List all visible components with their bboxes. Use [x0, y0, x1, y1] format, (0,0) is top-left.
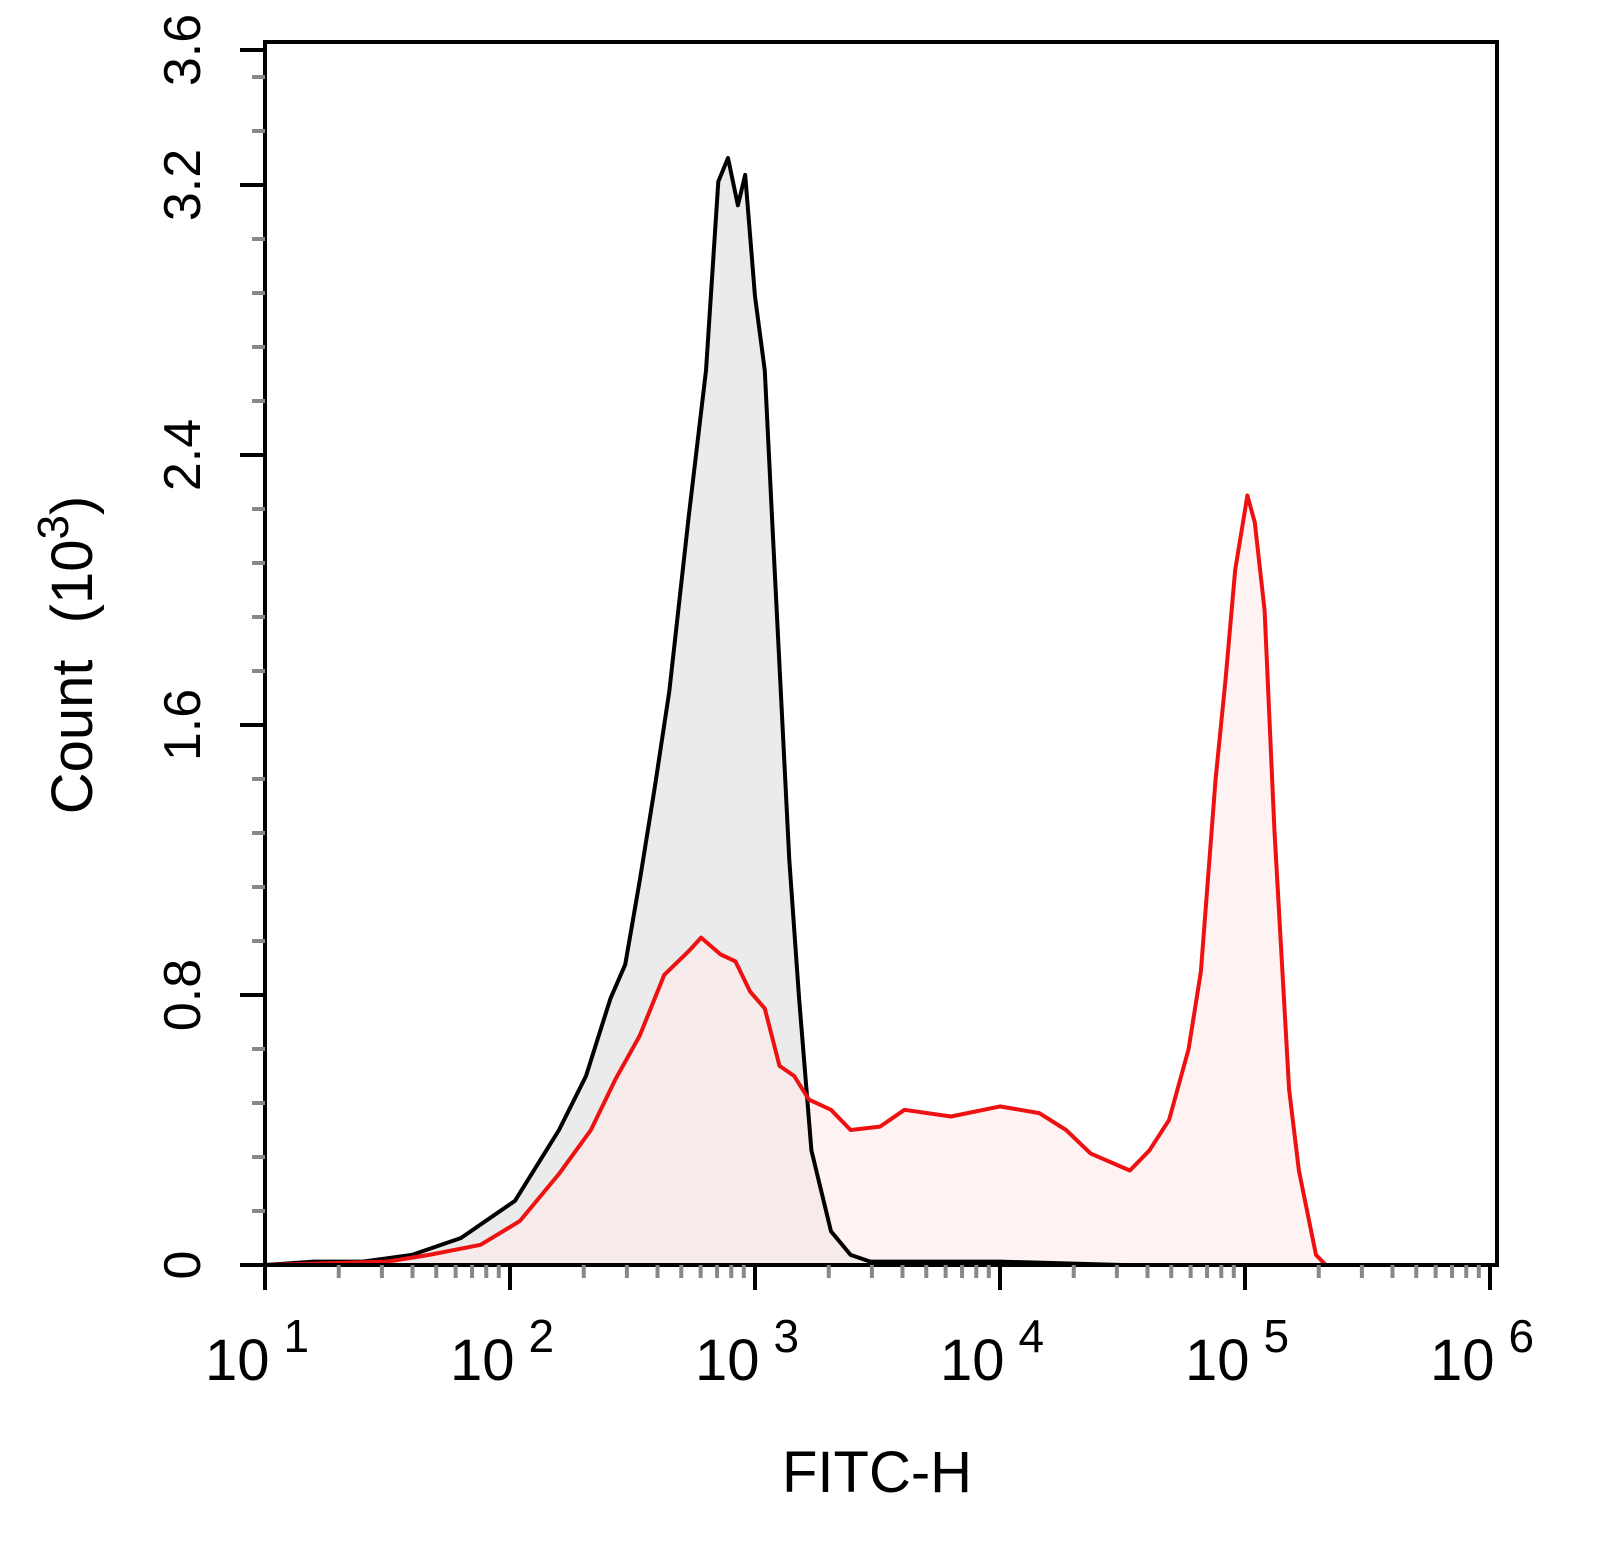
- x-tick-label: 10 1: [205, 1310, 309, 1393]
- y-axis-label: Count (103): [29, 496, 105, 815]
- x-tick-label: 10 4: [940, 1310, 1044, 1393]
- y-axis-label-group: Count (103): [29, 496, 105, 815]
- x-tick-label: 10 2: [450, 1310, 554, 1393]
- series-line-1: [264, 493, 1328, 1267]
- axes-layer: 0 0.8 1.6 2.4 3.2 3.6 10 1 10 2 10 3 10 4 10 5 10 6: [154, 14, 1534, 1393]
- series-line-0: [264, 156, 1245, 1267]
- y-tick-label: 1.6: [154, 689, 212, 761]
- series-fill-1: [265, 495, 1326, 1265]
- x-tick-label: 10 6: [1430, 1310, 1534, 1393]
- y-tick-label: 2.4: [154, 419, 212, 491]
- y-tick-label: 3.2: [154, 149, 212, 221]
- x-tick-label: 10 5: [1185, 1310, 1289, 1393]
- y-tick-label: 0.8: [154, 959, 212, 1031]
- x-tick-label: 10 3: [695, 1310, 799, 1393]
- plot-frame: [263, 40, 1499, 1267]
- x-axis-label: FITC-H: [782, 1440, 972, 1505]
- series-layer: [264, 156, 1328, 1267]
- y-tick-label: 3.6: [154, 14, 212, 86]
- series-fill-0: [265, 158, 1245, 1265]
- y-tick-label: 0: [154, 1251, 212, 1280]
